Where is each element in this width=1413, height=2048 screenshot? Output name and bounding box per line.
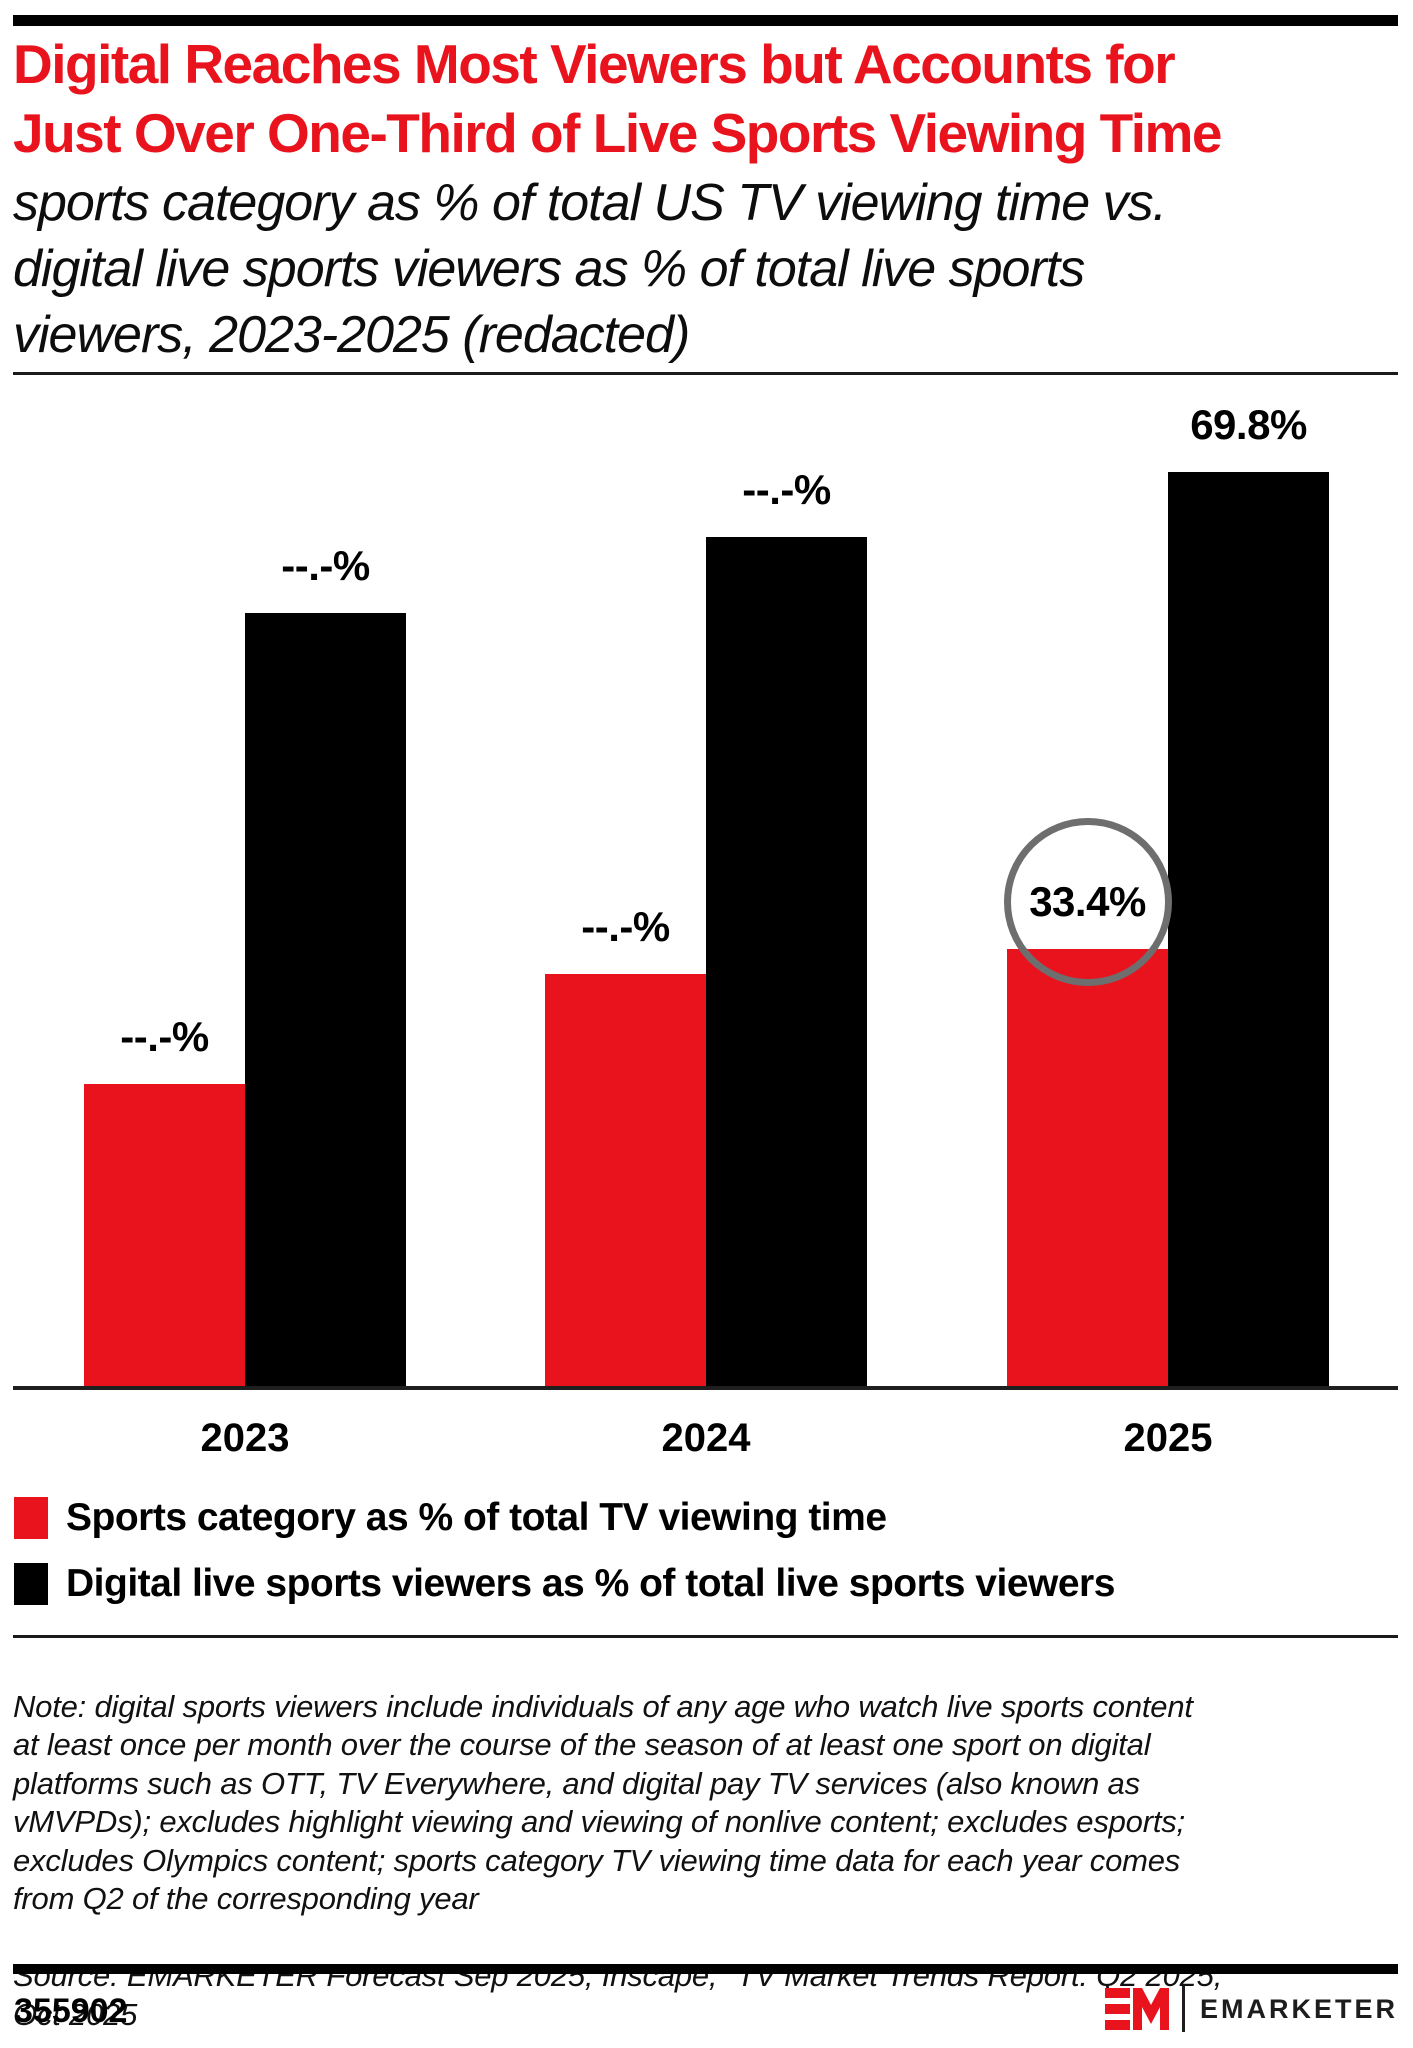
- chart-legend: Sports category as % of total TV viewing…: [14, 1496, 1404, 1628]
- chart-title: Digital Reaches Most Viewers but Account…: [13, 33, 1223, 164]
- bar-2024-series0: [545, 973, 706, 1386]
- header-divider-rule: [13, 372, 1398, 375]
- legend-label: Sports category as % of total TV viewing…: [66, 1496, 887, 1539]
- x-axis-label-2023: 2023: [200, 1416, 290, 1460]
- chart-subtitle: sports category as % of total US TV view…: [13, 174, 1167, 364]
- source-text: Source: EMARKETER Forecast Sep 2025; Ins…: [13, 1958, 1233, 2032]
- legend-item-digital-viewers: Digital live sports viewers as % of tota…: [14, 1562, 1404, 1606]
- legend-swatch-red: [14, 1497, 48, 1539]
- bar-2025-series0: [1007, 948, 1168, 1386]
- highlight-circle-annotation: [1003, 817, 1172, 986]
- chart-id: 355902: [14, 1992, 128, 2030]
- bar-2023-series0: [84, 1083, 245, 1386]
- footer-accent-bar: [13, 1964, 1398, 1974]
- bar-value-label: --.-%: [120, 1012, 209, 1060]
- logo-divider: [1181, 1986, 1185, 2032]
- bar-2025-series1: [1168, 471, 1329, 1386]
- logo-wordmark: EMARKETER: [1199, 1993, 1398, 2024]
- legend-swatch-black: [14, 1563, 48, 1605]
- x-axis-label-2025: 2025: [1123, 1416, 1213, 1460]
- top-accent-bar: [13, 15, 1398, 26]
- emarketer-monogram-icon: [1104, 1988, 1169, 2030]
- bar-value-label: --.-%: [281, 542, 370, 590]
- x-axis-label-2024: 2024: [661, 1416, 751, 1460]
- bar-value-label: --.-%: [742, 466, 831, 514]
- legend-label: Digital live sports viewers as % of tota…: [66, 1562, 1115, 1605]
- footnote-block: Note: digital sports viewers include ind…: [13, 1649, 1411, 2048]
- bar-value-label: --.-%: [581, 902, 670, 950]
- bar-2023-series1: [245, 613, 406, 1386]
- x-axis-labels: 2023 2024 2025: [13, 1416, 1398, 1466]
- grouped-bar-chart: --.-% --.-% --.-% --.-% 33.4% 69.8%: [13, 400, 1398, 1390]
- legend-item-sports-category: Sports category as % of total TV viewing…: [14, 1496, 1404, 1540]
- note-text: Note: digital sports viewers include ind…: [13, 1688, 1193, 1917]
- emarketer-logo: EMARKETER: [1104, 1986, 1398, 2032]
- footnote-divider-rule: [13, 1635, 1398, 1638]
- bar-value-label: 69.8%: [1190, 400, 1307, 448]
- bar-2024-series1: [706, 537, 867, 1386]
